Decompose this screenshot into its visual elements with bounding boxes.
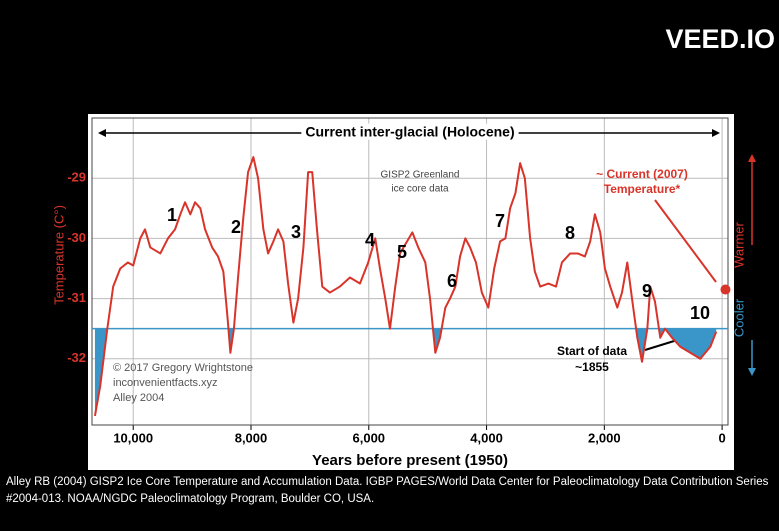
arrow-head (748, 154, 756, 162)
peak-label: 7 (495, 211, 505, 231)
y-axis-label: Temperature (C°) (51, 205, 66, 305)
peak-label: 1 (167, 205, 177, 225)
peak-label: 10 (690, 303, 710, 323)
peak-label: 9 (642, 281, 652, 301)
cooler-label: Cooler (731, 298, 746, 337)
peak-label: 8 (565, 223, 575, 243)
x-tick-label: 2,000 (588, 430, 621, 445)
arrow-head (748, 368, 756, 376)
caption: Alley RB (2004) GISP2 Ice Core Temperatu… (6, 476, 769, 505)
x-tick-label: 8,000 (235, 430, 268, 445)
annotation: Temperature* (604, 182, 681, 196)
annotation: ~ Current (2007) (596, 167, 688, 181)
watermark: VEED.IO (665, 24, 775, 54)
annotation: inconvenientfacts.xyz (113, 377, 218, 389)
current-point (720, 284, 731, 295)
annotation: Start of data (557, 344, 627, 358)
chart: VEED.IO -29 -30 -31 -32 10,000 8,000 6,000 4,00… (51, 24, 775, 470)
plot-frame (91, 117, 729, 426)
x-tick-label: 6,000 (353, 430, 386, 445)
annotation: ice core data (391, 184, 449, 195)
x-tick-label: 4,000 (470, 430, 503, 445)
y-tick-label: -30 (67, 230, 86, 245)
peak-label: 3 (291, 222, 301, 242)
annotation: ~1855 (575, 360, 609, 374)
peak-label: 4 (365, 230, 375, 250)
y-tick-label: -29 (67, 170, 86, 185)
x-tick-label: 10,000 (113, 430, 153, 445)
label-bg (301, 123, 519, 140)
x-tick-label: 0 (718, 430, 725, 445)
peak-label: 5 (397, 242, 407, 262)
annotation: Current inter-glacial (Holocene) (305, 124, 514, 140)
temperature-line (93, 156, 718, 417)
annotation: Alley 2004 (113, 392, 164, 404)
warmer-label: Warmer (731, 221, 746, 267)
chart-panel (88, 114, 734, 470)
annotation: © 2017 Gregory Wrightstone (113, 362, 253, 374)
annotation: GISP2 Greenland (381, 170, 460, 181)
peak-label: 6 (447, 271, 457, 291)
peak-label: 2 (231, 217, 241, 237)
y-tick-label: -32 (67, 350, 86, 365)
current-arrow (654, 199, 717, 283)
x-axis-label: Years before present (1950) (312, 452, 508, 469)
y-tick-label: -31 (67, 290, 86, 305)
axes (91, 117, 729, 430)
